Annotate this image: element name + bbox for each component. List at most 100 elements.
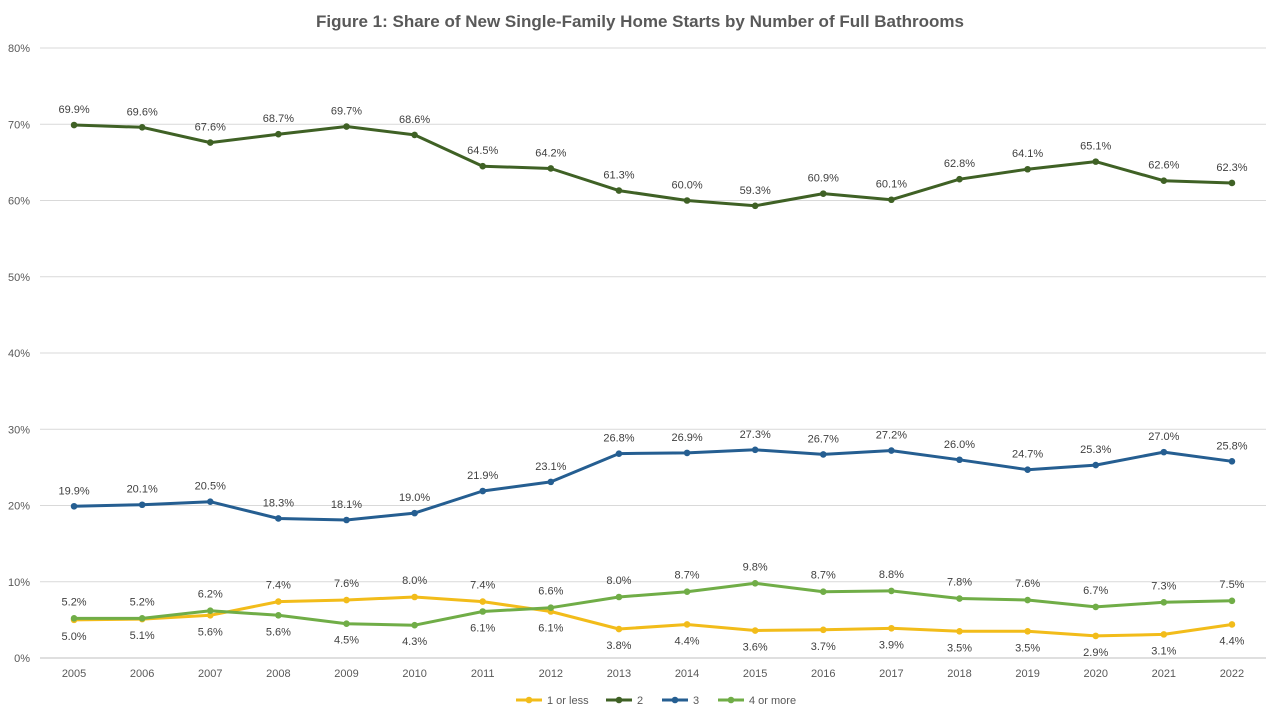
- data-label: 68.6%: [399, 114, 430, 126]
- data-label: 18.3%: [263, 497, 294, 509]
- x-tick-label: 2017: [879, 668, 903, 680]
- x-axis-ticks: 2005 2006 2007 2008 2009 2010 2011 2012 2013 2014…: [62, 668, 1244, 680]
- y-tick-label: 70%: [8, 119, 30, 131]
- x-tick-label: 2019: [1015, 668, 1039, 680]
- data-label: 60.0%: [671, 180, 702, 192]
- data-label: 5.1%: [130, 630, 155, 642]
- data-label: 5.2%: [62, 596, 87, 608]
- legend-marker: [727, 696, 735, 704]
- x-tick-label: 2009: [334, 668, 358, 680]
- data-label: 4.4%: [1219, 635, 1244, 647]
- data-point: [479, 608, 487, 615]
- data-point: [819, 190, 827, 197]
- data-label: 6.7%: [1083, 585, 1108, 597]
- legend-marker: [525, 696, 533, 704]
- x-tick-label: 2015: [743, 668, 767, 680]
- data-point: [343, 620, 350, 627]
- data-label: 5.2%: [130, 596, 155, 608]
- data-label: 18.1%: [331, 499, 362, 511]
- data-label: 68.7%: [263, 113, 294, 125]
- y-tick-label: 20%: [8, 501, 30, 513]
- data-point: [1228, 597, 1236, 605]
- data-label: 7.4%: [470, 580, 495, 592]
- data-label: 61.3%: [603, 170, 634, 182]
- data-label: 69.7%: [331, 106, 362, 118]
- data-point: [479, 162, 487, 170]
- data-label: 69.9%: [58, 104, 89, 116]
- data-label: 67.6%: [195, 122, 226, 134]
- legend-marker: [671, 696, 679, 704]
- data-label: 3.6%: [743, 642, 768, 654]
- y-tick-label: 80%: [8, 43, 30, 55]
- data-point: [1092, 603, 1100, 611]
- data-point: [1228, 621, 1236, 628]
- data-point: [1092, 461, 1100, 469]
- data-label: 62.3%: [1216, 162, 1247, 174]
- data-point: [138, 124, 146, 131]
- data-label: 4.5%: [334, 635, 359, 647]
- data-point: [751, 627, 759, 634]
- data-label: 7.6%: [334, 578, 359, 590]
- y-tick-label: 40%: [8, 348, 30, 360]
- data-point: [683, 588, 691, 595]
- data-label: 25.3%: [1080, 444, 1111, 456]
- data-point: [1160, 177, 1168, 184]
- data-label: 2.9%: [1083, 647, 1108, 659]
- data-point: [1092, 158, 1100, 165]
- data-point: [956, 628, 963, 635]
- x-tick-label: 2013: [607, 668, 631, 680]
- y-tick-label: 10%: [8, 577, 30, 589]
- data-point: [956, 456, 963, 464]
- data-label: 25.8%: [1216, 440, 1247, 452]
- x-tick-label: 2016: [811, 668, 835, 680]
- data-label: 62.8%: [944, 158, 975, 170]
- data-label: 26.0%: [944, 439, 975, 451]
- chart-title: Figure 1: Share of New Single-Family Hom…: [316, 12, 964, 31]
- data-point: [70, 502, 78, 510]
- data-point: [819, 451, 827, 458]
- data-point: [547, 604, 555, 611]
- data-point: [751, 202, 759, 210]
- data-point: [615, 450, 623, 457]
- series-line: [72, 581, 1234, 627]
- data-point: [751, 446, 759, 454]
- data-point: [411, 131, 418, 139]
- data-label: 59.3%: [740, 185, 771, 197]
- data-label: 64.1%: [1012, 148, 1043, 160]
- data-label: 6.6%: [538, 586, 563, 598]
- data-point: [206, 498, 214, 505]
- series-line: [72, 595, 1234, 638]
- x-tick-label: 2018: [947, 668, 971, 680]
- data-label: 26.8%: [603, 433, 634, 445]
- data-point: [479, 598, 487, 605]
- data-point: [343, 596, 350, 604]
- data-point: [1024, 466, 1031, 473]
- data-label: 3.5%: [947, 642, 972, 654]
- data-label: 19.9%: [58, 485, 89, 497]
- y-axis-ticks: 0% 10% 20% 30% 40% 50% 60% 70% 80%: [8, 43, 30, 665]
- data-label: 9.8%: [743, 561, 768, 573]
- data-point: [411, 509, 418, 517]
- data-point: [275, 598, 282, 605]
- data-point: [1160, 599, 1168, 606]
- data-label: 64.2%: [535, 147, 566, 159]
- data-point: [888, 587, 895, 595]
- data-point: [206, 612, 214, 619]
- data-point: [275, 515, 282, 522]
- data-label: 24.7%: [1012, 449, 1043, 461]
- data-point: [1160, 448, 1168, 456]
- legend-label: 1 or less: [547, 695, 589, 707]
- y-tick-label: 30%: [8, 424, 30, 436]
- data-label: 6.1%: [470, 622, 495, 634]
- data-point: [888, 196, 895, 204]
- data-label: 6.2%: [198, 589, 223, 601]
- data-label: 26.7%: [808, 433, 839, 445]
- data-label: 27.0%: [1148, 431, 1179, 443]
- x-tick-label: 2011: [471, 668, 495, 680]
- data-point: [888, 624, 895, 632]
- data-point: [1160, 631, 1168, 638]
- data-label: 7.6%: [1015, 578, 1040, 590]
- data-label: 8.7%: [811, 570, 836, 582]
- data-label: 5.6%: [198, 626, 223, 638]
